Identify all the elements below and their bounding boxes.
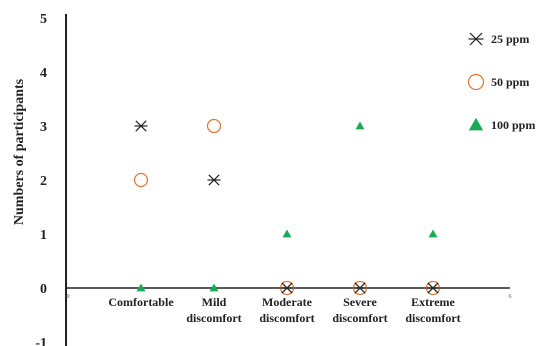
legend-marker (468, 117, 484, 131)
x-category-label: Mild (202, 295, 227, 309)
data-point (136, 283, 146, 292)
data-point (134, 120, 148, 132)
legend-marker (468, 32, 484, 46)
data-point (133, 172, 149, 188)
data-point (426, 282, 440, 294)
x-axis: 0 6 Comfortable Mild discomfort Moderate disco… (66, 287, 512, 325)
data-points (133, 118, 441, 296)
y-tick-label: 3 (40, 120, 47, 135)
y-tick-label: -1 (35, 336, 47, 346)
y-tick-label: 1 (40, 228, 47, 243)
y-tick-label: 4 (40, 66, 47, 81)
y-tick-label: 0 (40, 282, 47, 297)
x-category-label: discomfort (186, 311, 241, 325)
data-point (209, 283, 219, 292)
data-point (282, 229, 292, 238)
data-point (428, 229, 438, 238)
data-point (206, 118, 222, 134)
data-point (207, 174, 221, 186)
x-category-label: discomfort (405, 311, 460, 325)
y-axis-title: Numbers of participants (12, 78, 27, 225)
x-edge-label: 6 (509, 294, 512, 300)
x-category-label: discomfort (259, 311, 314, 325)
x-category-label: Comfortable (108, 295, 174, 309)
x-category-label: discomfort (332, 311, 387, 325)
data-point (355, 121, 365, 130)
y-axis: -1 0 1 2 3 4 5 (35, 12, 67, 346)
data-point (353, 282, 367, 294)
x-category-label: Moderate (262, 295, 313, 309)
y-tick-label: 2 (40, 174, 47, 189)
x-category-label: Extreme (411, 295, 455, 309)
y-tick-label: 5 (40, 12, 47, 27)
x-edge-label: 0 (67, 294, 70, 300)
legend-label: 100 ppm (491, 118, 535, 132)
legend-label: 50 ppm (491, 75, 529, 89)
data-point (280, 282, 294, 294)
legend-marker (467, 73, 485, 91)
legend: 25 ppm 50 ppm 100 ppm (467, 32, 535, 132)
legend-label: 25 ppm (491, 32, 529, 46)
x-category-label: Severe (343, 295, 377, 309)
